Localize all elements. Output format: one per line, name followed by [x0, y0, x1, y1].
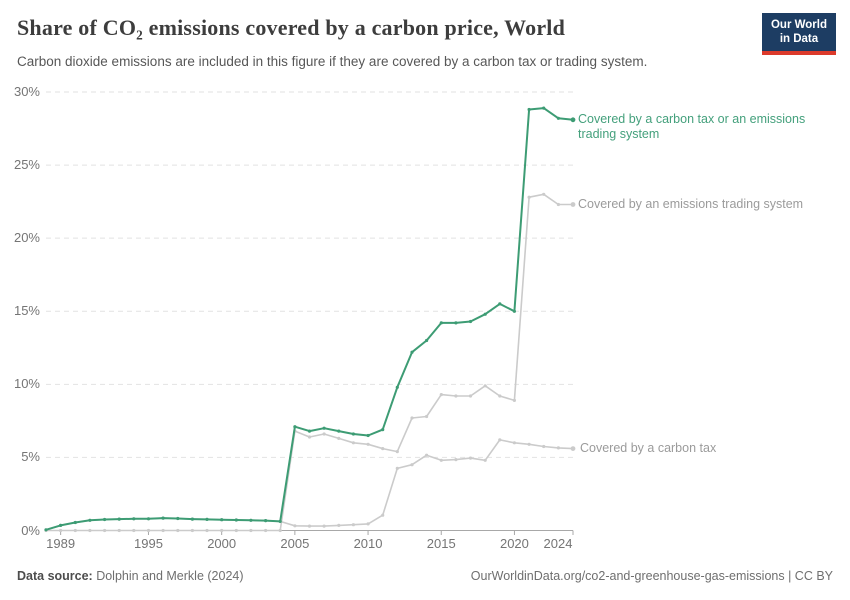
y-axis-tick-label: 15%	[13, 303, 40, 319]
x-axis-tick-label: 1989	[46, 536, 76, 551]
data-source-value: Dolphin and Merkle (2024)	[92, 569, 244, 583]
logo-line-2: in Data	[779, 33, 819, 46]
data-source: Data source: Dolphin and Merkle (2024)	[17, 569, 244, 583]
owid-logo: Our World in Data	[761, 13, 836, 55]
y-axis-tick-label: 20%	[13, 230, 40, 246]
y-axis-tick-label: 30%	[13, 84, 40, 99]
chart-subtitle: Carbon dioxide emissions are included in…	[17, 54, 648, 69]
logo-line-1: Our World	[770, 19, 827, 31]
chart-title: Share of CO₂ emissions covered by a carb…	[17, 15, 566, 40]
x-axis-tick-label: 1995	[134, 536, 163, 551]
y-axis-tick-label: 25%	[13, 157, 40, 173]
x-axis-tick-label: 2000	[207, 536, 237, 551]
x-axis-tick-label: 2010	[353, 536, 383, 551]
data-source-label: Data source:	[17, 569, 93, 583]
y-axis-tick-label: 5%	[21, 449, 40, 465]
y-axis-tick-label: 10%	[13, 376, 40, 392]
x-axis-tick-label: 2024	[543, 536, 573, 551]
series-label-carbon-tax-or-ets: Covered by a carbon tax or an emissions …	[578, 111, 806, 141]
series-label-ets: Covered by an emissions trading system	[578, 196, 804, 211]
footer-license: OurWorldinData.org/co2-and-greenhouse-ga…	[470, 569, 833, 583]
x-axis-tick-label: 2015	[426, 536, 456, 551]
y-axis-tick-label: 0%	[21, 522, 40, 538]
series-label-carbon-tax: Covered by a carbon tax	[580, 440, 717, 455]
x-axis-tick-label: 2020	[499, 536, 529, 551]
x-axis-tick-label: 2005	[280, 536, 310, 551]
